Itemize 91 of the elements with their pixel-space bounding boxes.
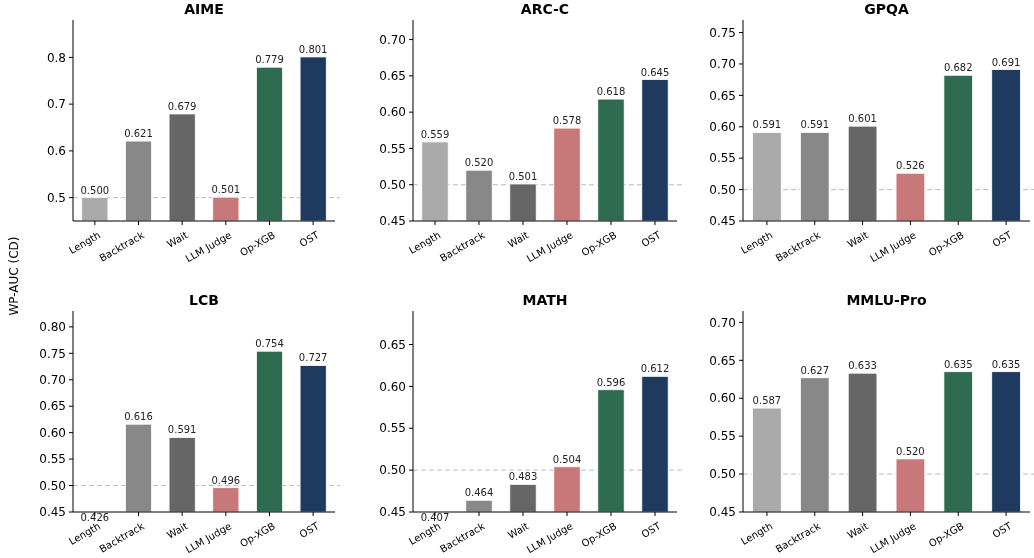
x-tick-label: Wait [165, 229, 190, 250]
chart-title: MMLU-Pro [846, 292, 927, 308]
data-label: 0.591 [800, 119, 830, 131]
y-tick-label: 0.7 [46, 97, 66, 112]
data-label: 0.596 [596, 376, 626, 388]
data-label: 0.635 [943, 358, 973, 370]
y-tick-label: 0.50 [379, 177, 406, 192]
x-tick-label: OST [297, 519, 322, 540]
text: 0.426 [80, 512, 110, 523]
x-tick-label: OST [639, 519, 664, 540]
data-label: 0.727 [298, 352, 328, 364]
data-label: 0.559 [420, 128, 450, 140]
y-tick-label: 0.60 [379, 105, 406, 120]
x-tick-label: Wait [505, 229, 531, 250]
text: 0.407 [420, 512, 450, 523]
data-label: 0.526 [896, 160, 925, 172]
y-tick-label: 0.8 [46, 50, 66, 65]
y-tick-label: 0.45 [379, 505, 406, 520]
chart-title: LCB [189, 292, 219, 308]
y-tick-label: 0.50 [379, 463, 406, 478]
x-tick-label: Wait [165, 520, 190, 541]
x-tick-label: OST [990, 519, 1015, 540]
y-tick-label: 0.55 [379, 421, 406, 436]
y-tick-label: 0.65 [709, 353, 736, 368]
x-tick-label: OST [297, 228, 322, 249]
data-label: 0.779 [255, 54, 284, 66]
y-tick-label: 0.55 [379, 141, 406, 156]
y-tick-label: 0.55 [39, 452, 66, 467]
data-label: 0.464 [464, 487, 494, 499]
y-tick-label: 0.65 [379, 337, 406, 352]
data-label: 0.635 [991, 358, 1021, 370]
y-tick-label: 0.70 [709, 315, 736, 330]
data-label: 0.500 [80, 184, 110, 196]
data-label: 0.691 [991, 56, 1021, 68]
data-label: 0.621 [124, 128, 153, 140]
data-label: 0.627 [800, 364, 830, 376]
x-tick-label: Wait [845, 229, 871, 250]
y-tick-label: 0.65 [39, 399, 66, 414]
y-tick-label: 0.6 [46, 144, 66, 159]
y-tick-label: 0.60 [709, 391, 736, 406]
data-label: 0.501 [508, 170, 538, 182]
x-tick-label: Wait [845, 520, 871, 541]
y-tick-label: 0.5 [46, 190, 66, 205]
chart-title: GPQA [864, 1, 909, 17]
chart-title: ARC-C [520, 1, 570, 17]
data-label: 0.496 [211, 474, 241, 486]
y-axis-title: WP-AUC (CD) [7, 236, 21, 316]
y-tick-label: 0.70 [709, 57, 736, 72]
data-label: 0.754 [255, 338, 284, 350]
y-tick-label: 0.55 [709, 151, 736, 166]
data-label: 0.483 [508, 471, 538, 483]
data-label: 0.578 [552, 115, 582, 127]
y-tick-label: 0.60 [39, 425, 66, 440]
y-tick-label: 0.55 [709, 429, 736, 444]
data-label: 0.612 [640, 363, 670, 375]
data-label: 0.591 [167, 424, 197, 436]
data-label: 0.501 [211, 184, 241, 196]
data-label: 0.801 [298, 43, 328, 55]
data-label: 0.520 [896, 445, 925, 457]
y-tick-label: 0.75 [709, 25, 736, 40]
data-label: 0.587 [752, 395, 782, 407]
x-tick-label: OST [990, 228, 1015, 249]
data-label: 0.504 [552, 453, 582, 465]
y-tick-label: 0.65 [709, 88, 736, 103]
y-tick-label: 0.45 [379, 214, 406, 229]
data-label: 0.633 [848, 360, 877, 372]
data-label: 0.618 [596, 86, 626, 98]
y-tick-label: 0.70 [39, 372, 66, 387]
data-label: 0.616 [124, 411, 153, 423]
data-label: 0.591 [752, 119, 782, 131]
y-tick-label: 0.80 [39, 320, 66, 335]
data-label: 0.682 [943, 62, 973, 74]
x-tick-label: Wait [505, 520, 531, 541]
y-tick-label: 0.45 [39, 505, 66, 520]
y-tick-label: 0.50 [39, 478, 66, 493]
y-tick-label: 0.60 [379, 379, 406, 394]
data-label: 0.601 [848, 113, 877, 125]
chart-title: AIME [184, 1, 224, 17]
data-label: 0.645 [640, 66, 670, 78]
y-tick-label: 0.70 [379, 32, 406, 47]
y-tick-label: 0.65 [379, 69, 406, 84]
y-tick-label: 0.60 [709, 119, 736, 134]
y-tick-label: 0.50 [709, 467, 736, 482]
y-tick-label: 0.45 [709, 505, 736, 520]
y-tick-label: 0.50 [709, 182, 736, 197]
data-label: 0.520 [464, 157, 494, 169]
data-label: 0.679 [167, 100, 197, 112]
x-tick-label: OST [639, 228, 664, 249]
chart-title: MATH [522, 292, 568, 308]
y-tick-label: 0.75 [39, 346, 66, 361]
y-tick-label: 0.45 [709, 214, 736, 229]
